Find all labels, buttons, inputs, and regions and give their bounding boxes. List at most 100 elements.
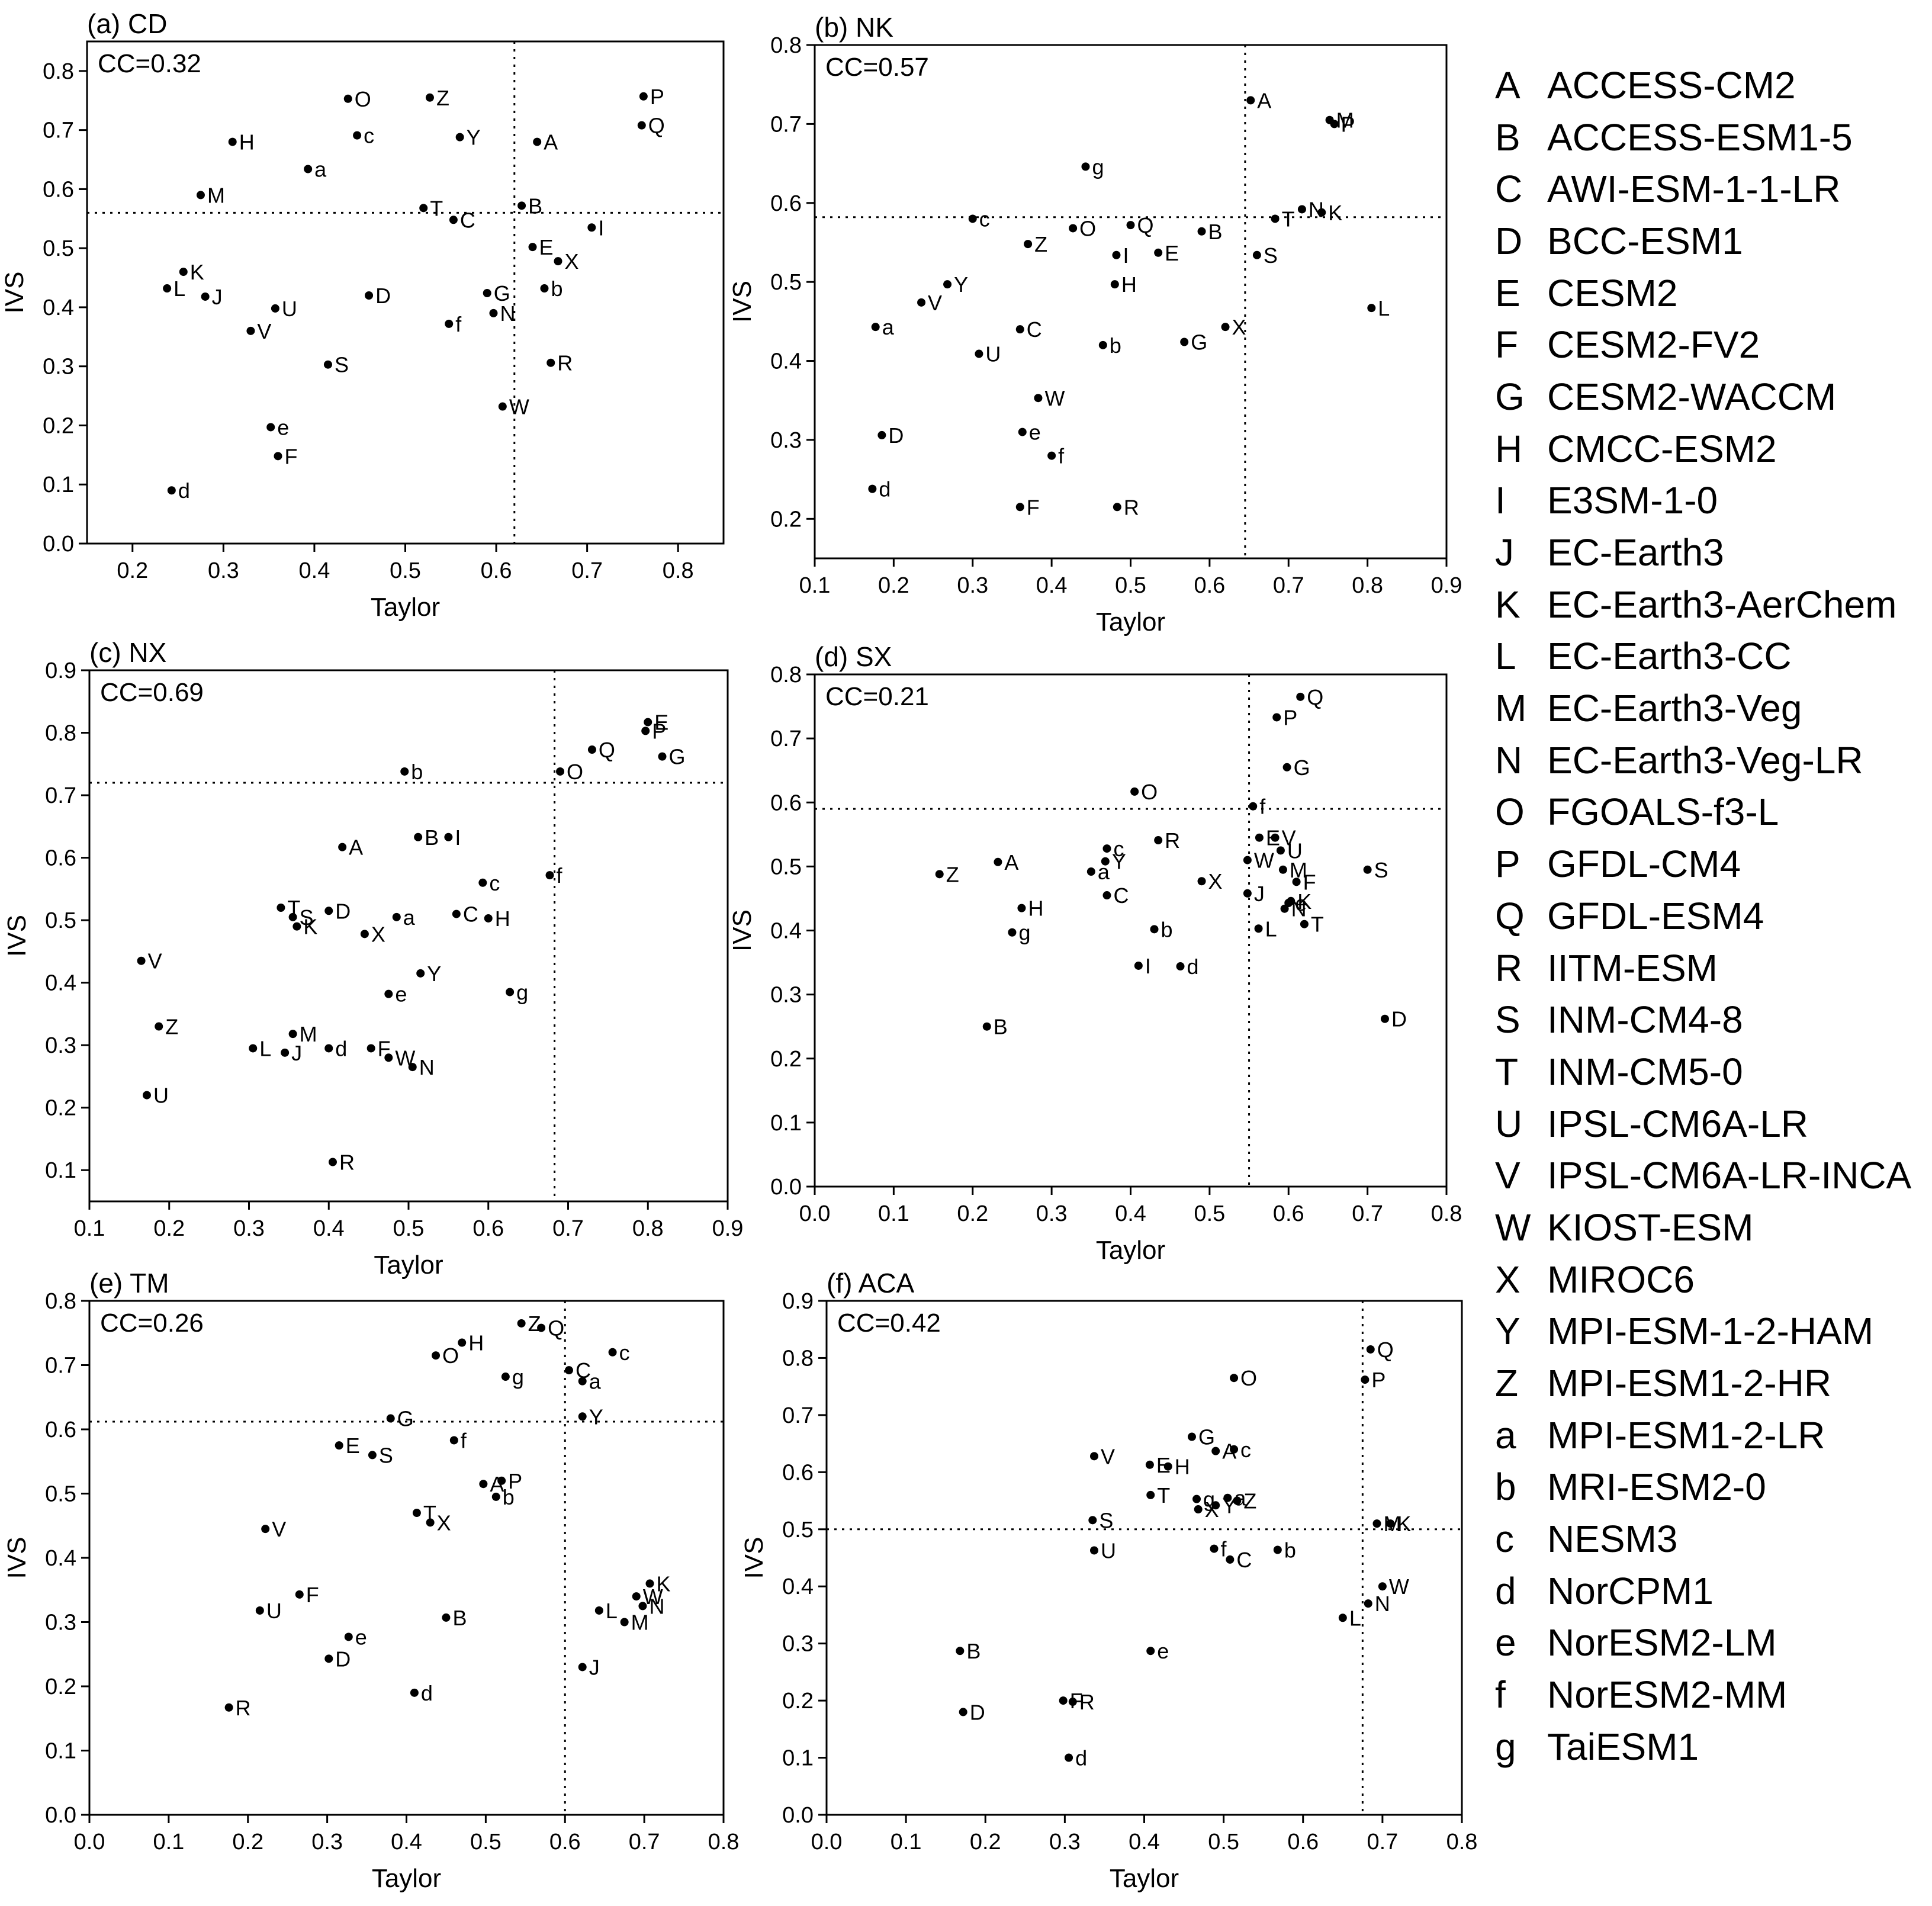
data-point-label: e bbox=[1295, 891, 1307, 915]
data-point bbox=[556, 767, 565, 776]
x-tick-label: 0.5 bbox=[393, 1216, 425, 1241]
data-point bbox=[1088, 1516, 1097, 1525]
data-point bbox=[444, 833, 453, 841]
data-point-label: F bbox=[1027, 495, 1040, 519]
data-point bbox=[425, 93, 434, 102]
data-point-label: b bbox=[1110, 333, 1121, 358]
legend-code: A bbox=[1495, 63, 1520, 107]
data-point bbox=[517, 1319, 526, 1328]
data-point-label: c bbox=[489, 871, 500, 895]
data-point-label: F bbox=[306, 1583, 319, 1607]
data-point bbox=[353, 131, 362, 140]
y-tick-label: 0.5 bbox=[43, 236, 74, 261]
x-tick-label: 0.9 bbox=[712, 1216, 744, 1241]
data-point-label: Q bbox=[1137, 213, 1154, 237]
legend-item: Z MPI-ESM1-2-HR bbox=[1495, 1357, 1921, 1409]
data-point-label: f bbox=[1259, 795, 1266, 819]
legend-model-name: GFDL-CM4 bbox=[1547, 843, 1741, 886]
data-point bbox=[400, 767, 409, 776]
data-point bbox=[292, 922, 301, 931]
legend-code: M bbox=[1495, 687, 1527, 730]
data-point bbox=[1112, 250, 1121, 259]
legend-item: X MIROC6 bbox=[1495, 1253, 1921, 1306]
x-tick-label: 0.5 bbox=[390, 558, 421, 583]
cc-annotation: CC=0.21 bbox=[825, 682, 929, 711]
data-point bbox=[452, 909, 461, 918]
data-point-label: Y bbox=[954, 272, 968, 297]
data-point bbox=[323, 360, 332, 369]
data-point bbox=[426, 1518, 435, 1527]
data-point-label: I bbox=[598, 216, 604, 240]
data-point bbox=[246, 326, 255, 335]
x-tick-label: 0.6 bbox=[481, 558, 512, 583]
data-point bbox=[1233, 1496, 1242, 1505]
data-point-label: F bbox=[1303, 870, 1316, 894]
legend-code: E bbox=[1495, 271, 1520, 314]
data-point bbox=[484, 914, 493, 923]
x-tick-label: 0.2 bbox=[957, 1201, 988, 1226]
x-tick-label: 0.7 bbox=[629, 1830, 660, 1854]
data-point bbox=[506, 988, 515, 997]
y-tick-label: 0.8 bbox=[770, 33, 802, 58]
data-point-label: B bbox=[528, 194, 542, 218]
data-point bbox=[277, 904, 285, 912]
data-point bbox=[587, 223, 596, 232]
data-point-label: L bbox=[606, 1599, 618, 1623]
data-point bbox=[1163, 1462, 1172, 1471]
panel-title: (f) ACA bbox=[827, 1268, 915, 1298]
data-point bbox=[414, 833, 423, 841]
legend-code: Q bbox=[1495, 894, 1525, 937]
legend-item: B ACCESS-ESM1-5 bbox=[1495, 111, 1921, 163]
data-point bbox=[528, 243, 537, 252]
data-point-label: D bbox=[375, 284, 391, 308]
data-point bbox=[1015, 325, 1024, 334]
data-point-label: R bbox=[557, 351, 573, 375]
data-point-label: T bbox=[430, 196, 443, 220]
x-tick-label: 0.1 bbox=[799, 573, 831, 598]
legend-model-name: CESM2-WACCM bbox=[1547, 375, 1837, 418]
data-point bbox=[196, 191, 205, 200]
y-tick-label: 0.7 bbox=[45, 1354, 76, 1378]
legend-item: W KIOST-ESM bbox=[1495, 1201, 1921, 1253]
plot-frame bbox=[88, 669, 729, 1203]
legend-item: V IPSL-CM6A-LR-INCA bbox=[1495, 1149, 1921, 1201]
legend-item: a MPI-ESM1-2-LR bbox=[1495, 1409, 1921, 1461]
data-point-label: M bbox=[1336, 108, 1354, 133]
cc-annotation: CC=0.26 bbox=[100, 1309, 204, 1338]
y-tick-label: 0.6 bbox=[770, 191, 802, 216]
data-point-label: P bbox=[650, 85, 664, 109]
y-tick-label: 0.5 bbox=[770, 854, 802, 879]
y-tick-label: 0.1 bbox=[45, 1739, 76, 1764]
x-tick-label: 0.4 bbox=[1115, 1201, 1146, 1226]
y-tick-label: 0.1 bbox=[782, 1746, 814, 1771]
data-point-label: N bbox=[500, 301, 515, 326]
data-point bbox=[1146, 1490, 1155, 1499]
y-tick-label: 0.8 bbox=[782, 1346, 814, 1371]
data-point bbox=[1255, 833, 1264, 842]
data-point-label: O bbox=[567, 760, 583, 784]
data-point-label: Y bbox=[427, 962, 441, 986]
y-tick-label: 0.0 bbox=[43, 532, 74, 557]
legend-model-name: EC-Earth3-Veg bbox=[1547, 687, 1802, 730]
data-point bbox=[419, 204, 428, 213]
legend-model-name: IPSL-CM6A-LR-INCA bbox=[1547, 1154, 1912, 1197]
data-point-label: C bbox=[1236, 1548, 1252, 1572]
data-point bbox=[641, 727, 650, 735]
data-point bbox=[956, 1647, 965, 1656]
data-point-label: O bbox=[1079, 216, 1096, 240]
data-point bbox=[608, 1348, 617, 1357]
data-point-label: E bbox=[539, 235, 554, 259]
data-point-label: L bbox=[259, 1036, 271, 1060]
data-point-label: g bbox=[1018, 921, 1030, 945]
data-point bbox=[1226, 1555, 1235, 1564]
data-point-label: L bbox=[1349, 1606, 1361, 1630]
data-point bbox=[384, 989, 393, 998]
data-point bbox=[620, 1618, 629, 1627]
y-tick-label: 0.2 bbox=[43, 413, 74, 438]
y-tick-label: 0.1 bbox=[45, 1158, 76, 1183]
x-tick-label: 0.8 bbox=[708, 1830, 740, 1854]
data-point bbox=[1113, 503, 1121, 512]
data-point-label: G bbox=[397, 1407, 414, 1431]
data-point-label: S bbox=[1264, 243, 1278, 268]
data-point-label: W bbox=[509, 395, 529, 419]
